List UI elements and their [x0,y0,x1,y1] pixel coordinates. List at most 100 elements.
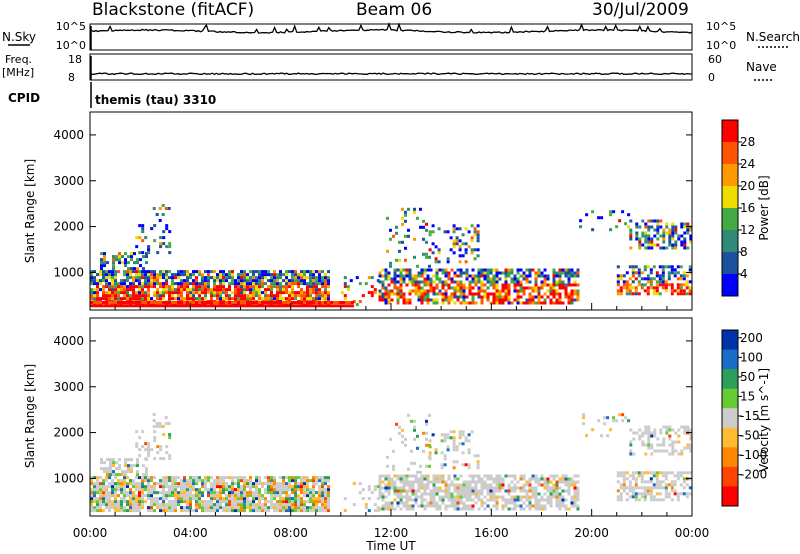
range-cell [210,485,213,489]
range-cell [686,425,690,429]
range-cell [616,471,620,475]
range-cell [441,498,445,502]
range-cell [300,276,303,280]
range-cell [276,488,279,492]
range-cell [255,288,258,292]
range-cell [462,480,466,484]
range-cell [462,501,466,505]
range-cell [411,289,415,293]
range-cell [522,289,526,293]
range-cell [646,492,650,496]
range-cell [432,498,436,502]
range-cell [318,276,321,280]
range-cell [145,467,148,471]
range-cell [297,285,300,289]
range-cell [139,258,142,262]
range-cell [222,482,225,486]
range-cell [504,283,508,287]
range-cell [649,492,653,496]
range-cell [416,470,419,474]
range-cell [429,280,433,284]
range-cell [183,285,186,289]
range-cell [171,294,174,298]
range-cell [168,301,171,304]
range-cell [270,279,273,283]
range-cell [207,270,210,274]
range-cell [522,292,526,296]
range-cell [109,473,112,477]
range-cell [258,279,261,283]
ytick-label: 2000 [53,220,84,234]
range-cell [158,219,162,222]
range-cell [252,270,255,274]
range-cell [417,489,421,493]
range-cell [90,500,93,504]
range-cell [438,280,442,284]
range-cell [294,282,297,286]
range-cell [159,276,162,280]
range-cell [570,268,574,272]
range-cell [240,279,243,283]
velocity-heatmap [90,413,693,513]
range-cell [552,289,556,293]
range-cell [480,289,484,293]
range-cell [401,240,404,244]
range-cell [255,294,258,298]
power-colorbar [722,120,738,297]
range-cell [426,274,430,278]
range-cell [468,492,472,496]
range-cell [624,416,628,420]
range-cell [573,486,577,490]
range-cell [609,228,613,232]
range-cell [462,283,466,287]
range-cell [111,297,114,301]
range-cell [306,500,309,504]
range-cell [564,295,568,299]
range-cell [349,279,353,283]
range-cell [115,473,118,477]
range-cell [102,276,105,280]
range-cell [138,448,142,452]
range-cell [282,291,285,295]
range-cell [426,492,430,496]
range-cell [464,251,468,255]
range-cell [246,485,249,489]
range-cell [294,301,297,304]
range-cell [312,503,315,507]
range-cell [237,288,240,292]
range-cell [402,504,406,508]
range-cell [249,482,252,486]
range-cell [249,291,252,295]
range-cell [264,506,267,510]
range-cell [135,276,138,280]
range-cell [219,494,222,498]
range-cell [483,289,487,293]
range-cell [124,464,127,468]
range-cell [279,476,282,480]
range-cell [456,289,460,293]
range-cell [567,480,571,484]
range-cell [443,457,447,461]
range-cell [153,294,156,298]
range-cell [312,491,315,495]
range-cell [649,477,653,481]
range-cell [647,225,651,229]
range-cell [376,506,380,510]
range-cell [164,416,168,419]
range-cell [402,298,406,302]
range-cell [177,285,180,289]
range-cell [126,301,129,304]
range-cell [109,461,112,465]
range-cell [237,301,240,304]
range-cell [150,506,153,510]
range-cell [303,291,306,295]
range-cell [348,304,351,308]
range-cell [456,268,460,272]
range-cell [489,271,493,275]
range-cell [109,464,112,468]
range-cell [291,279,294,283]
range-cell [658,498,662,502]
range-cell [441,283,445,287]
range-cell [321,276,324,280]
range-cell [462,286,466,290]
